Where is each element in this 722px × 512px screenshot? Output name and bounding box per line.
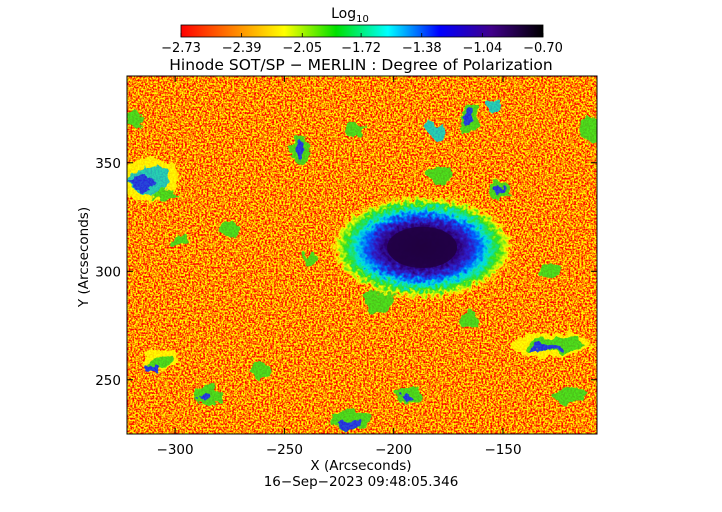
x-axis-label: X (Arcseconds): [310, 458, 411, 474]
x-tick-label: −200: [375, 442, 412, 458]
colorbar-tick-label: −0.70: [523, 41, 563, 56]
colorbar-tick-label: −1.04: [462, 41, 502, 56]
plage-patches: [127, 99, 597, 430]
colorbar-tick-label: −1.72: [341, 41, 381, 56]
colorbar-tick-label: −2.05: [282, 41, 322, 56]
colorbar-tick-label: −1.38: [402, 41, 442, 56]
x-tick-label: −150: [484, 442, 521, 458]
x-tick-label: −250: [266, 442, 303, 458]
timestamp: 16−Sep−2023 09:48:05.346: [264, 474, 459, 490]
y-tick-label: 350: [95, 156, 121, 172]
plot-frame: [126, 75, 598, 435]
colorbar-label: Log10: [331, 6, 369, 25]
colorbar-ticks: −2.73 −2.39 −2.05 −1.72 −1.38 −1.04 −0.70: [161, 33, 563, 56]
polarization-map: [127, 76, 597, 434]
colorbar: Log10 −2.73 −2.39 −2.05 −1.72 −1.38 −1.04 −0.7…: [161, 6, 563, 56]
y-tick-label: 250: [95, 373, 121, 389]
x-axis-ticks: −300 −250 −200 −150: [157, 76, 522, 458]
sunspot: [331, 195, 514, 299]
y-tick-label: 300: [95, 264, 121, 280]
y-axis-label: Y (Arcseconds): [76, 207, 92, 308]
x-tick-label: −300: [157, 442, 194, 458]
colorbar-gradient: [180, 24, 544, 38]
colorbar-tick-label: −2.73: [161, 41, 201, 56]
plot-title: Hinode SOT/SP − MERLIN : Degree of Polar…: [169, 56, 552, 74]
y-axis-ticks: 250 300 350: [95, 156, 597, 389]
colorbar-tick-label: −2.39: [222, 41, 262, 56]
